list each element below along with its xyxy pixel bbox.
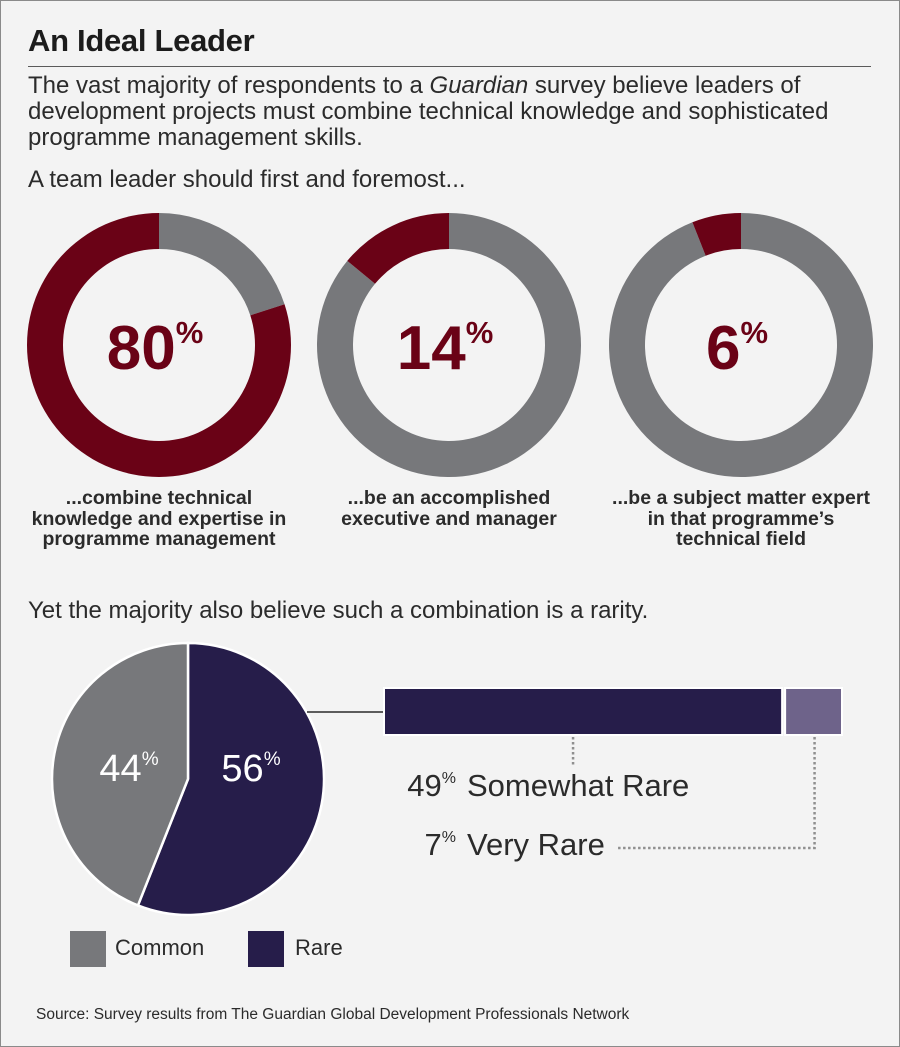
intro-text-italic: Guardian	[429, 72, 529, 99]
donut-caption-1: ...combine technical knowledge and exper…	[31, 487, 287, 550]
bar-segment-very-rare	[784, 687, 843, 736]
donut-1-value-label: 80%	[107, 314, 204, 383]
donut-2-share	[347, 213, 449, 284]
bar-label-very-rare-label: Very Rare	[467, 827, 605, 862]
title-divider	[28, 66, 871, 67]
bar-label-very-rare-value: 7%	[425, 827, 456, 862]
source-note: Source: Survey results from The Guardian…	[36, 1006, 630, 1023]
page-title: An Ideal Leader	[28, 23, 255, 58]
donut-2-value-label: 14%	[397, 314, 494, 383]
pie-slice-rare	[136, 641, 326, 917]
legend-label-common: Common	[115, 935, 205, 960]
rarity-heading: Yet the majority also believe such a com…	[28, 597, 649, 624]
intro-text-start: The vast majority of respondents to a	[28, 72, 430, 99]
pie-slice-common	[50, 641, 190, 908]
legend-label-rare: Rare	[295, 935, 343, 960]
legend-swatch-rare	[248, 931, 284, 967]
donut-caption-2: ...be an accomplished executive and mana…	[341, 487, 557, 530]
donut-1-remainder	[159, 213, 285, 316]
donut-3-value-label: 6%	[706, 314, 768, 383]
bar-label-somewhat-rare-value: 49%	[407, 768, 456, 803]
leader-line-very-rare	[618, 737, 816, 850]
donut-section-heading: A team leader should first and foremost.…	[28, 166, 466, 193]
donut-charts: 80% 14% 6%	[27, 213, 873, 478]
intro-text: The vast majority of respondents to a Gu…	[28, 73, 878, 151]
bar-segment-somewhat-rare	[383, 687, 784, 736]
intro-text-end: survey believe leaders of development pr…	[28, 72, 829, 151]
bar-label-somewhat-rare-label: Somewhat Rare	[467, 768, 689, 803]
donut-3-share	[692, 213, 741, 256]
donut-caption-3: ...be a subject matter expert in that pr…	[612, 487, 870, 550]
legend-swatch-common	[70, 931, 106, 967]
